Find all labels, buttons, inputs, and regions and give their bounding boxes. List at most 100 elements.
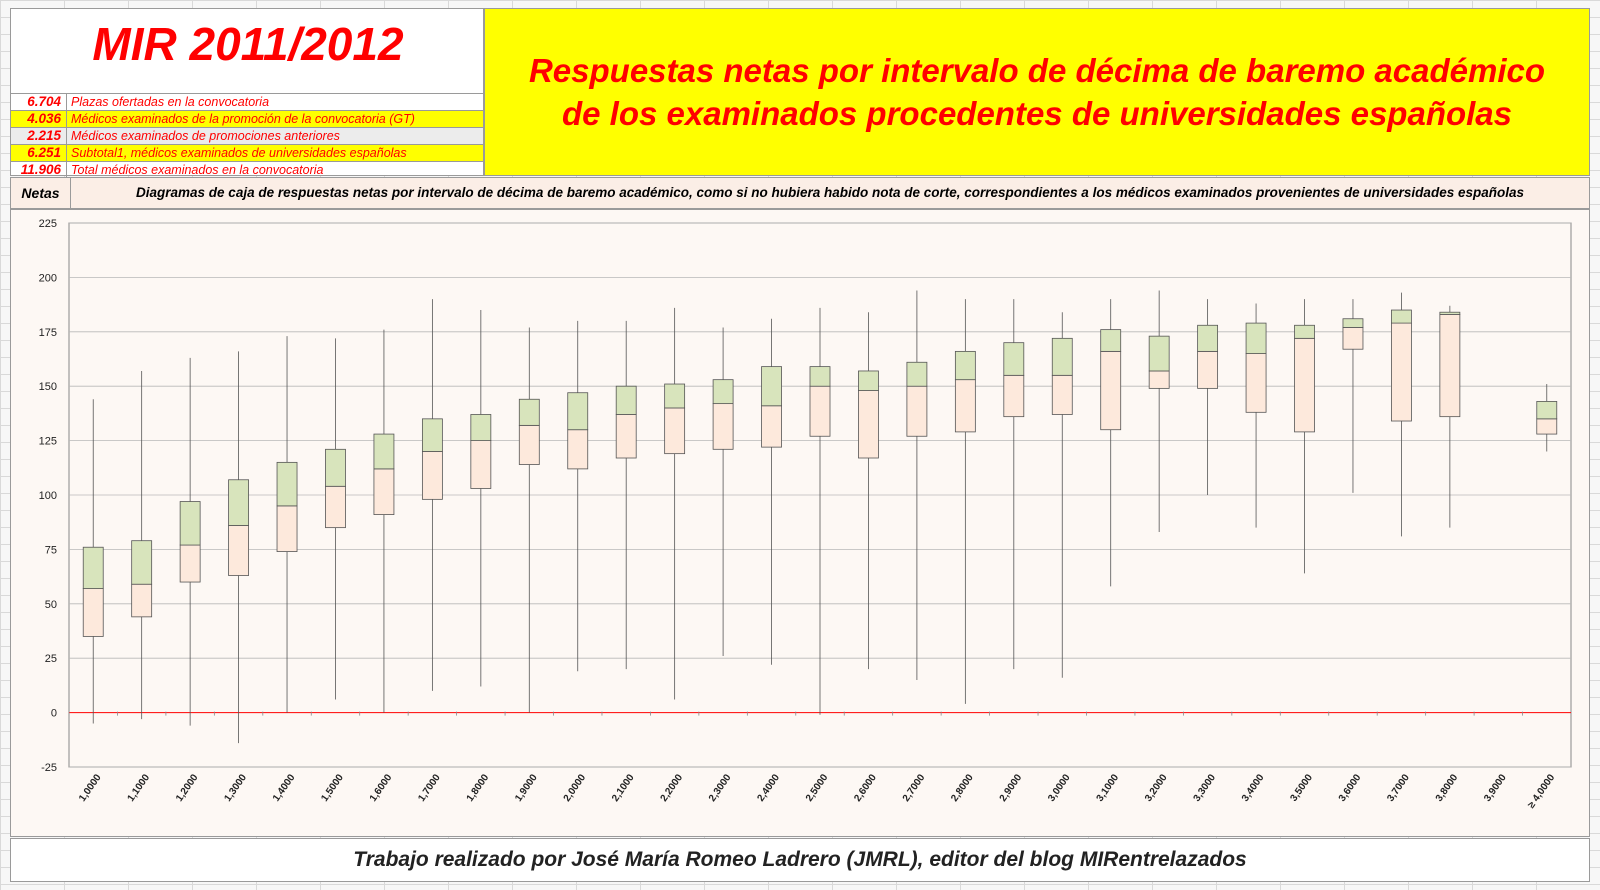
x-tick-label: 3,9000 [1482,772,1509,804]
box-lower [567,429,589,470]
page-title: MIR 2011/2012 [92,18,404,70]
box-upper [615,385,637,415]
box-lower [1342,327,1364,350]
stat-label: Plazas ofertadas en la convocatoria [71,95,270,109]
stat-value: 11.906 [11,162,67,178]
x-tick-label: 1,3000 [222,772,249,804]
box-upper [1536,401,1558,420]
y-tick-label: 150 [39,381,57,393]
box-upper [858,370,879,391]
box-upper [809,366,831,387]
stat-value: 2.215 [11,128,67,144]
x-tick-label: 3,3000 [1192,772,1219,804]
x-tick-label: 1,5000 [319,772,346,804]
stat-label: Médicos examinados de promociones anteri… [71,129,340,143]
box-upper [567,392,589,431]
y-tick-label: 225 [39,218,57,230]
author-credit: Trabajo realizado por José María Romeo L… [353,848,1247,871]
box-upper [470,414,492,442]
box-lower [421,451,443,500]
y-tick-label: 25 [45,653,57,665]
x-tick-label: 2,4000 [755,772,782,804]
stat-label: Total médicos examinados en la convocato… [71,163,324,177]
x-tick-label: ≥ 4,0000 [1526,772,1558,810]
box-upper [228,479,249,526]
box-lower [858,390,879,459]
x-tick-label: 1,4000 [271,772,298,804]
box-lower [373,468,395,515]
box-lower [1051,374,1073,415]
x-tick-label: 2,6000 [852,772,879,804]
box-upper [1197,324,1219,352]
x-tick-label: 3,5000 [1288,772,1315,804]
box-upper [1342,318,1364,328]
y-tick-label: 100 [39,490,57,502]
x-tick-label: 2,8000 [949,772,976,804]
box-upper [1148,335,1170,372]
x-tick-label: 2,9000 [998,772,1025,804]
box-lower [82,588,104,637]
box-upper [131,540,153,585]
y-tick-label: 75 [45,544,57,556]
boxplot-chart: -25 0 25 50 75 100 125 150 175 200 225 1,0000 1,1000… [39,218,1572,811]
box-upper [1294,324,1315,339]
stat-value: 6.704 [11,94,67,110]
box-lower [1003,374,1025,418]
box-lower [1148,370,1170,389]
box-upper [761,366,782,407]
box-lower [615,414,637,459]
box-upper [954,350,976,381]
x-tick-label: 3,7000 [1385,772,1412,804]
box-lower [1100,350,1122,431]
subtitle-banner: Respuestas netas por intervalo de décima… [484,8,1590,176]
box-lower [1536,418,1558,435]
box-lower [906,385,928,437]
box-lower [954,379,976,433]
box-lower [664,407,686,455]
box-lower [1197,350,1219,389]
stat-label: Subtotal1, médicos examinados de univers… [71,146,407,160]
stat-value: 6.251 [11,145,67,161]
y-axis-label: Netas [11,178,71,208]
stat-label: Médicos examinados de la promoción de la… [71,112,415,126]
stat-value: 4.036 [11,111,67,127]
x-tick-label: 3,1000 [1095,772,1122,804]
box-upper [421,418,443,452]
box-lower [1245,353,1267,413]
chart-subtitle: Respuestas netas por intervalo de décima… [528,52,1546,132]
box-lower [809,385,831,437]
box-upper [82,546,104,589]
x-tick-label: 2,0000 [562,772,589,804]
box-upper [373,433,395,470]
stat-row: 4.036 Médicos examinados de la promoción… [11,110,483,127]
x-tick-label: 1,1000 [126,772,153,804]
axis-header-bar: Netas Diagramas de caja de respuestas ne… [10,177,1590,209]
stat-row: 11.906 Total médicos examinados en la co… [11,161,483,178]
y-tick-label: 200 [39,272,57,284]
footer: Trabajo realizado por José María Romeo L… [10,838,1590,882]
stat-row: 6.251 Subtotal1, médicos examinados de u… [11,144,483,161]
x-tick-label: 3,0000 [1046,772,1073,804]
box-lower [470,440,492,489]
box-lower [1391,322,1412,422]
box-lower [712,403,734,450]
x-tick-label: 3,4000 [1240,772,1267,804]
x-tick-label: 1,6000 [368,772,395,804]
x-tick-label: 1,2000 [174,772,201,804]
x-tick-label: 2,5000 [804,772,831,804]
y-tick-label: 50 [45,599,57,611]
x-tick-label: 2,2000 [659,772,686,804]
x-tick-label: 1,9000 [513,772,540,804]
x-tick-label: 1,8000 [465,772,492,804]
box-upper [1439,311,1461,315]
x-tick-label: 2,7000 [901,772,928,804]
y-tick-label: -25 [41,762,57,774]
x-tick-label: 2,1000 [610,772,637,804]
box-upper [518,398,540,426]
box-lower [518,424,540,465]
box-upper [179,501,201,546]
box-lower [325,485,346,529]
box-upper [1245,322,1267,354]
stat-row: 6.704 Plazas ofertadas en la convocatori… [11,93,483,110]
x-tick-label: 3,6000 [1337,772,1364,804]
